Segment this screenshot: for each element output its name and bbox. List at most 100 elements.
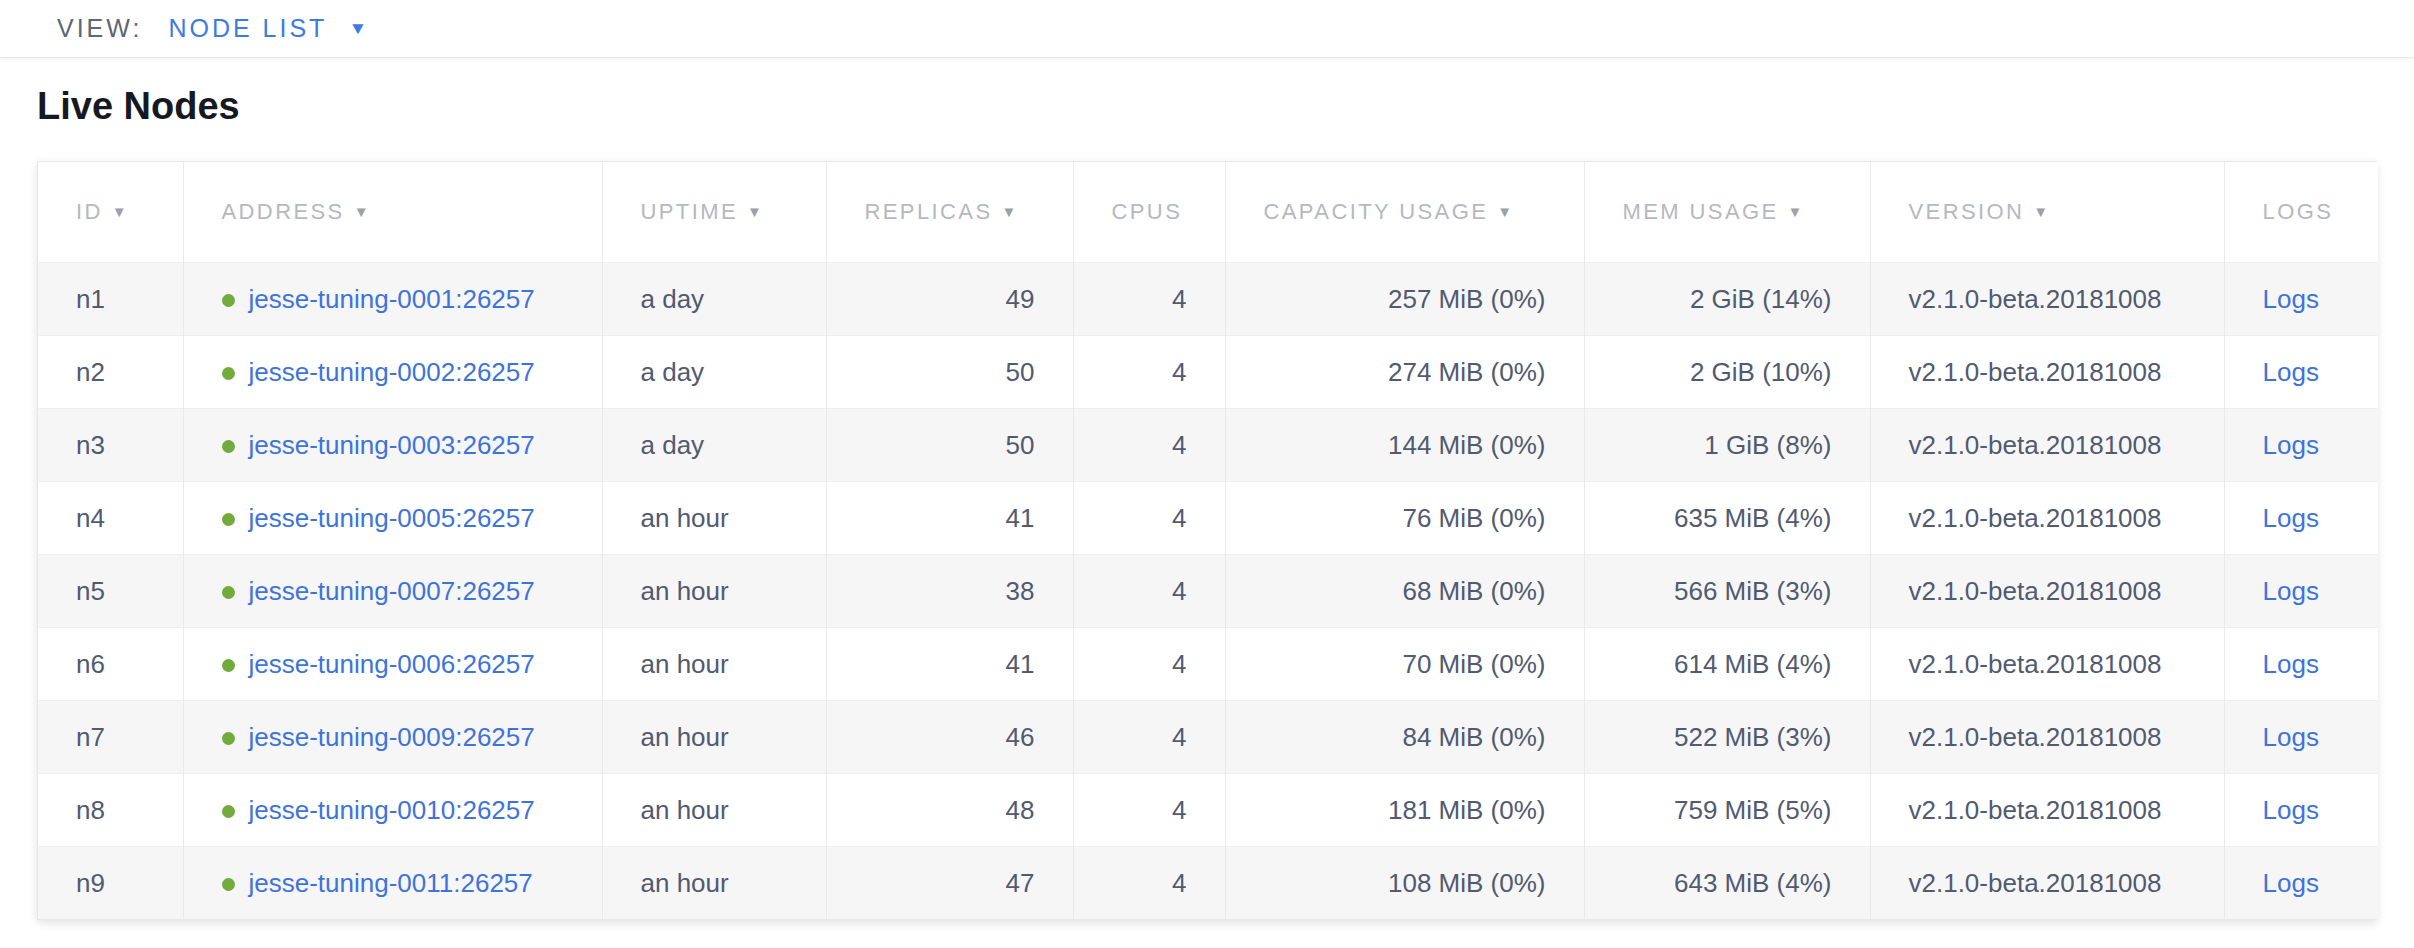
- node-address-link[interactable]: jesse-tuning-0003:26257: [249, 430, 535, 460]
- cell-replicas: 50: [826, 336, 1073, 409]
- column-header-mem_usage[interactable]: MEM USAGE▼: [1584, 162, 1870, 263]
- column-header-label: REPLICAS: [865, 199, 993, 224]
- node-address-link[interactable]: jesse-tuning-0006:26257: [249, 649, 535, 679]
- cell-address: jesse-tuning-0010:26257: [183, 774, 602, 847]
- table-row-n9: n9jesse-tuning-0011:26257an hour474108 M…: [38, 847, 2378, 920]
- node-version-value: v2.1.0-beta.20181008: [1909, 430, 2162, 460]
- node-uptime-value: a day: [641, 284, 705, 314]
- cell-cpus: 4: [1073, 482, 1225, 555]
- column-header-version[interactable]: VERSION▼: [1870, 162, 2224, 263]
- cell-replicas: 49: [826, 263, 1073, 336]
- node-status-live-icon: [222, 805, 235, 818]
- node-logs-link[interactable]: Logs: [2263, 430, 2319, 460]
- cell-cpus: 4: [1073, 263, 1225, 336]
- cell-address: jesse-tuning-0009:26257: [183, 701, 602, 774]
- column-header-capacity_usage[interactable]: CAPACITY USAGE▼: [1225, 162, 1584, 263]
- table-row-n3: n3jesse-tuning-0003:26257a day504144 MiB…: [38, 409, 2378, 482]
- cell-cpus: 4: [1073, 701, 1225, 774]
- node-logs-link[interactable]: Logs: [2263, 503, 2319, 533]
- view-label: VIEW:: [57, 14, 142, 43]
- node-logs-link[interactable]: Logs: [2263, 357, 2319, 387]
- table-row-n2: n2jesse-tuning-0002:26257a day504274 MiB…: [38, 336, 2378, 409]
- node-id-value: n5: [76, 576, 105, 606]
- node-address-link[interactable]: jesse-tuning-0001:26257: [249, 284, 535, 314]
- cell-address: jesse-tuning-0007:26257: [183, 555, 602, 628]
- node-mem_usage-value: 566 MiB (3%): [1674, 576, 1832, 606]
- node-status-live-icon: [222, 659, 235, 672]
- node-capacity_usage-value: 70 MiB (0%): [1402, 649, 1545, 679]
- cell-replicas: 41: [826, 628, 1073, 701]
- node-id-value: n7: [76, 722, 105, 752]
- cell-id: n4: [38, 482, 183, 555]
- column-header-label: ID: [76, 199, 103, 224]
- node-status-live-icon: [222, 513, 235, 526]
- node-address-link[interactable]: jesse-tuning-0009:26257: [249, 722, 535, 752]
- node-logs-link[interactable]: Logs: [2263, 795, 2319, 825]
- cell-logs: Logs: [2224, 847, 2378, 920]
- node-logs-link[interactable]: Logs: [2263, 576, 2319, 606]
- node-logs-link[interactable]: Logs: [2263, 868, 2319, 898]
- node-address-link[interactable]: jesse-tuning-0005:26257: [249, 503, 535, 533]
- cell-logs: Logs: [2224, 482, 2378, 555]
- node-mem_usage-value: 614 MiB (4%): [1674, 649, 1832, 679]
- node-status-live-icon: [222, 878, 235, 891]
- sort-arrow-icon: ▼: [112, 203, 127, 220]
- node-capacity_usage-value: 68 MiB (0%): [1402, 576, 1545, 606]
- node-uptime-value: an hour: [641, 722, 729, 752]
- node-logs-link[interactable]: Logs: [2263, 649, 2319, 679]
- cell-mem_usage: 2 GiB (10%): [1584, 336, 1870, 409]
- node-address-link[interactable]: jesse-tuning-0010:26257: [249, 795, 535, 825]
- cell-uptime: an hour: [602, 555, 826, 628]
- cell-capacity_usage: 76 MiB (0%): [1225, 482, 1584, 555]
- cell-logs: Logs: [2224, 409, 2378, 482]
- node-id-value: n8: [76, 795, 105, 825]
- node-id-value: n1: [76, 284, 105, 314]
- cell-version: v2.1.0-beta.20181008: [1870, 336, 2224, 409]
- node-uptime-value: a day: [641, 430, 705, 460]
- node-replicas-value: 49: [1006, 284, 1035, 314]
- cell-logs: Logs: [2224, 628, 2378, 701]
- cell-cpus: 4: [1073, 555, 1225, 628]
- column-header-label: ADDRESS: [222, 199, 345, 224]
- node-mem_usage-value: 759 MiB (5%): [1674, 795, 1832, 825]
- node-replicas-value: 50: [1006, 357, 1035, 387]
- cell-logs: Logs: [2224, 263, 2378, 336]
- cell-version: v2.1.0-beta.20181008: [1870, 774, 2224, 847]
- cell-id: n3: [38, 409, 183, 482]
- column-header-label: CAPACITY USAGE: [1264, 199, 1489, 224]
- cell-mem_usage: 635 MiB (4%): [1584, 482, 1870, 555]
- table-row-n7: n7jesse-tuning-0009:26257an hour46484 Mi…: [38, 701, 2378, 774]
- node-replicas-value: 47: [1006, 868, 1035, 898]
- cell-version: v2.1.0-beta.20181008: [1870, 482, 2224, 555]
- node-cpus-value: 4: [1172, 868, 1186, 898]
- node-mem_usage-value: 522 MiB (3%): [1674, 722, 1832, 752]
- node-address-link[interactable]: jesse-tuning-0002:26257: [249, 357, 535, 387]
- cell-uptime: an hour: [602, 482, 826, 555]
- sort-arrow-icon: ▼: [1788, 203, 1803, 220]
- column-header-replicas[interactable]: REPLICAS▼: [826, 162, 1073, 263]
- column-header-label: UPTIME: [641, 199, 739, 224]
- node-version-value: v2.1.0-beta.20181008: [1909, 503, 2162, 533]
- column-header-id[interactable]: ID ▼: [38, 162, 183, 263]
- node-version-value: v2.1.0-beta.20181008: [1909, 649, 2162, 679]
- column-header-address[interactable]: ADDRESS▼: [183, 162, 602, 263]
- cell-capacity_usage: 144 MiB (0%): [1225, 409, 1584, 482]
- cell-version: v2.1.0-beta.20181008: [1870, 847, 2224, 920]
- node-id-value: n3: [76, 430, 105, 460]
- node-uptime-value: an hour: [641, 649, 729, 679]
- cell-mem_usage: 1 GiB (8%): [1584, 409, 1870, 482]
- cell-address: jesse-tuning-0002:26257: [183, 336, 602, 409]
- node-uptime-value: a day: [641, 357, 705, 387]
- node-logs-link[interactable]: Logs: [2263, 284, 2319, 314]
- view-selector-dropdown[interactable]: NODE LIST ▼: [168, 14, 367, 43]
- node-replicas-value: 48: [1006, 795, 1035, 825]
- cell-uptime: a day: [602, 336, 826, 409]
- node-address-link[interactable]: jesse-tuning-0011:26257: [249, 868, 533, 898]
- node-logs-link[interactable]: Logs: [2263, 722, 2319, 752]
- cell-uptime: an hour: [602, 628, 826, 701]
- cell-cpus: 4: [1073, 628, 1225, 701]
- node-id-value: n2: [76, 357, 105, 387]
- column-header-uptime[interactable]: UPTIME▼: [602, 162, 826, 263]
- node-replicas-value: 46: [1006, 722, 1035, 752]
- node-address-link[interactable]: jesse-tuning-0007:26257: [249, 576, 535, 606]
